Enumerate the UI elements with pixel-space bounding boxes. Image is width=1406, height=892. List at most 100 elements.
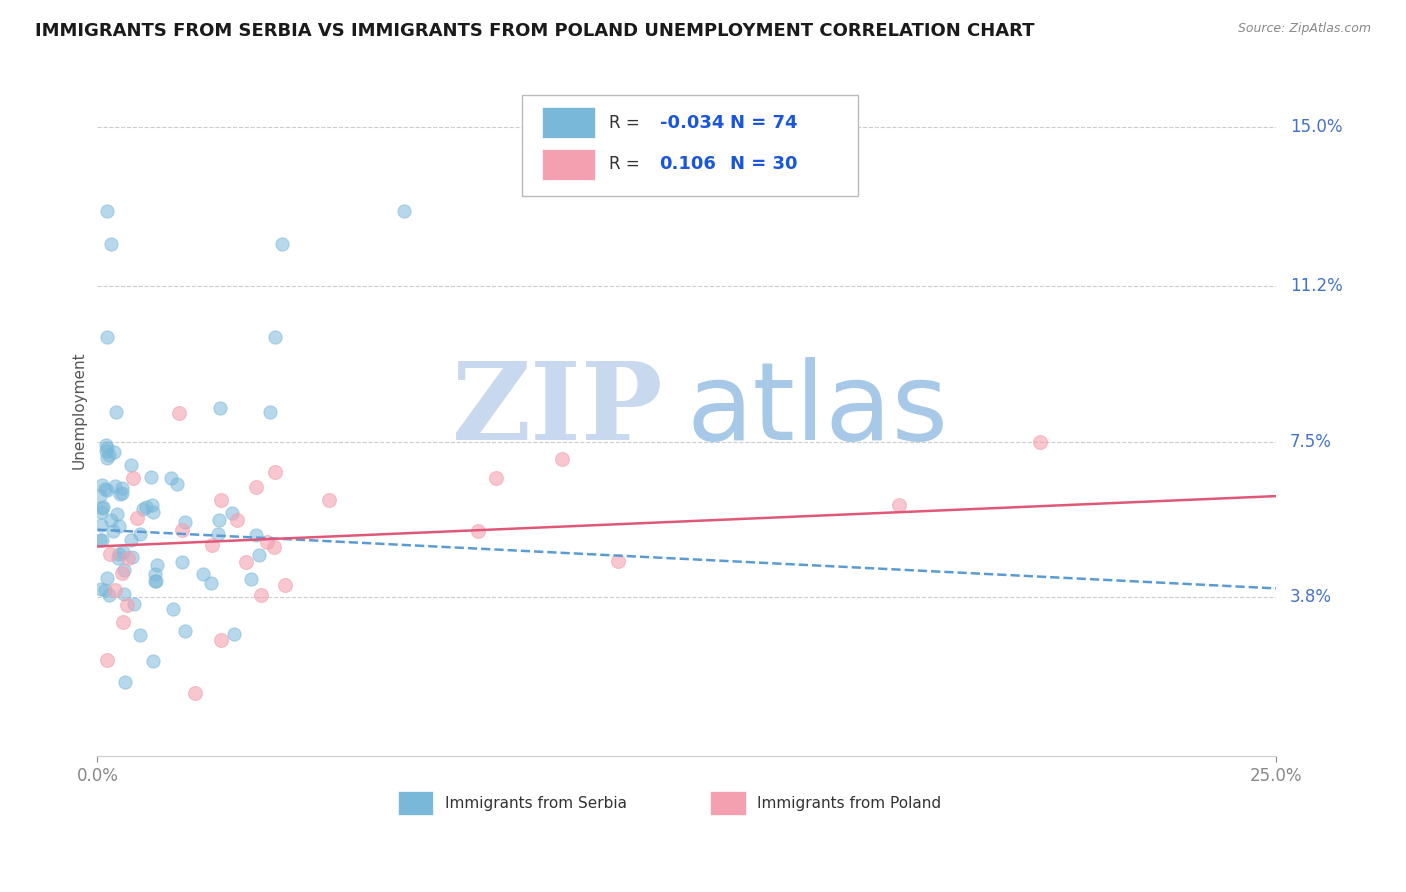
Point bbox=[90, 582, 112, 597]
Point bbox=[94, 482, 117, 496]
Point bbox=[97, 588, 120, 602]
Text: N = 74: N = 74 bbox=[730, 114, 797, 132]
Point bbox=[91, 533, 114, 547]
Point bbox=[167, 406, 190, 420]
Point bbox=[191, 567, 214, 582]
Point bbox=[484, 471, 506, 485]
Text: 7.5%: 7.5% bbox=[1291, 433, 1331, 450]
Point bbox=[98, 448, 121, 462]
Point bbox=[221, 506, 243, 520]
Point bbox=[607, 554, 630, 568]
Point bbox=[467, 524, 489, 538]
Point bbox=[112, 563, 135, 577]
Point bbox=[131, 501, 153, 516]
Point bbox=[263, 329, 285, 343]
Point bbox=[98, 547, 121, 561]
Point bbox=[114, 675, 136, 690]
Bar bbox=[398, 791, 433, 815]
Point bbox=[184, 686, 207, 700]
Point bbox=[128, 526, 150, 541]
Point bbox=[142, 505, 165, 519]
Point bbox=[108, 518, 131, 533]
Point bbox=[887, 498, 910, 512]
Point bbox=[121, 549, 143, 564]
Point bbox=[139, 470, 162, 484]
Point bbox=[207, 527, 229, 541]
Text: R =: R = bbox=[609, 114, 645, 132]
Point bbox=[121, 458, 143, 473]
Point bbox=[89, 533, 111, 548]
Text: Immigrants from Serbia: Immigrants from Serbia bbox=[446, 796, 627, 811]
Point bbox=[103, 445, 125, 459]
Point bbox=[94, 583, 117, 598]
Point bbox=[105, 507, 128, 521]
Point bbox=[96, 441, 118, 455]
Point bbox=[96, 438, 118, 452]
Point bbox=[142, 654, 165, 668]
Point bbox=[264, 465, 287, 479]
Point bbox=[94, 443, 117, 458]
Point bbox=[392, 203, 415, 218]
Point bbox=[274, 578, 297, 592]
Point bbox=[550, 452, 572, 467]
Point bbox=[111, 615, 134, 629]
Point bbox=[128, 628, 150, 642]
Point bbox=[249, 588, 271, 602]
Point bbox=[104, 479, 127, 493]
Bar bbox=[710, 791, 745, 815]
Point bbox=[111, 481, 134, 495]
Point bbox=[101, 524, 124, 539]
Point bbox=[245, 528, 267, 542]
Point bbox=[201, 538, 224, 552]
Point bbox=[170, 555, 193, 569]
Point bbox=[263, 540, 285, 554]
Text: Immigrants from Poland: Immigrants from Poland bbox=[758, 796, 942, 811]
Point bbox=[222, 627, 245, 641]
Point bbox=[270, 237, 292, 252]
Text: R =: R = bbox=[609, 155, 645, 173]
Point bbox=[96, 571, 118, 585]
Point bbox=[141, 498, 163, 512]
Text: Source: ZipAtlas.com: Source: ZipAtlas.com bbox=[1237, 22, 1371, 36]
Y-axis label: Unemployment: Unemployment bbox=[72, 351, 86, 469]
Point bbox=[318, 492, 340, 507]
Text: 15.0%: 15.0% bbox=[1291, 118, 1343, 136]
Point bbox=[112, 587, 135, 601]
Point bbox=[120, 533, 142, 547]
Point bbox=[89, 489, 111, 503]
Point bbox=[104, 583, 127, 598]
Point bbox=[235, 555, 257, 569]
Point bbox=[170, 524, 193, 538]
Point bbox=[100, 237, 122, 252]
Point bbox=[105, 405, 128, 419]
Point bbox=[1029, 434, 1052, 449]
Point bbox=[107, 547, 129, 561]
Point bbox=[96, 203, 118, 218]
Point bbox=[91, 478, 114, 492]
Point bbox=[96, 483, 118, 498]
Point bbox=[143, 574, 166, 588]
Point bbox=[100, 513, 122, 527]
Point bbox=[208, 401, 231, 416]
Point bbox=[145, 574, 167, 589]
Point bbox=[173, 624, 195, 639]
Point bbox=[256, 535, 278, 549]
Point bbox=[226, 513, 249, 527]
Point bbox=[245, 480, 267, 494]
Point bbox=[90, 505, 112, 519]
Point bbox=[111, 566, 134, 580]
Point bbox=[166, 476, 188, 491]
Point bbox=[209, 493, 232, 508]
Point bbox=[115, 598, 138, 612]
Text: 0.106: 0.106 bbox=[659, 155, 717, 173]
Point bbox=[125, 510, 148, 524]
Point bbox=[96, 653, 118, 667]
Point bbox=[259, 405, 281, 419]
Point bbox=[200, 576, 222, 591]
Bar bbox=[541, 149, 595, 180]
Point bbox=[160, 471, 183, 485]
Point bbox=[146, 558, 169, 573]
Point bbox=[117, 551, 139, 566]
Text: 11.2%: 11.2% bbox=[1291, 277, 1343, 295]
Point bbox=[247, 548, 270, 562]
